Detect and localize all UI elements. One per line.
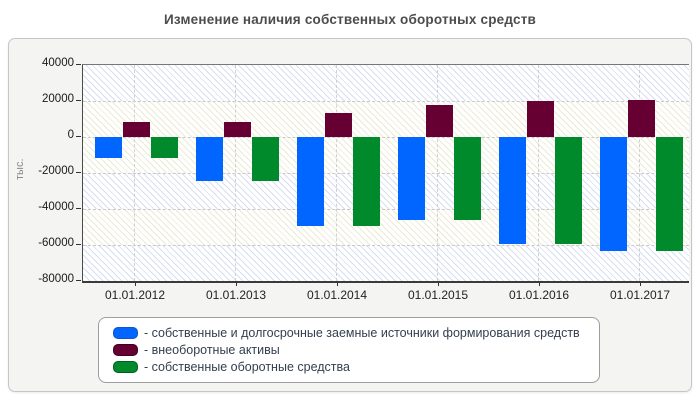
x-axis-tick bbox=[135, 282, 136, 286]
legend-swatch-blue bbox=[113, 326, 138, 339]
plot-band bbox=[83, 101, 689, 137]
plot-area bbox=[82, 64, 689, 283]
bar-sources-01.01.2013 bbox=[195, 137, 223, 182]
chart-panel: тыс. 40000 20000 0 -20000 -40000 -60000 -80000… bbox=[8, 38, 692, 392]
plot-band bbox=[83, 65, 689, 101]
bar-own-working-capital-01.01.2015 bbox=[453, 137, 481, 220]
bar-own-working-capital-01.01.2016 bbox=[554, 137, 582, 244]
bar-sources-01.01.2016 bbox=[498, 137, 526, 244]
plot-band bbox=[83, 245, 689, 281]
x-axis-label: 01.01.2015 bbox=[407, 288, 469, 302]
x-axis-tick bbox=[438, 282, 439, 286]
bar-noncurrent-assets-01.01.2015 bbox=[425, 104, 453, 137]
x-axis-label: 01.01.2016 bbox=[508, 288, 570, 302]
y-axis-tick bbox=[76, 135, 81, 137]
bar-sources-01.01.2014 bbox=[296, 137, 324, 226]
legend-item-own-working-capital: - собственные оборотные средства bbox=[113, 358, 599, 375]
gridline-v bbox=[537, 65, 539, 281]
gridline-h bbox=[83, 209, 689, 210]
gridline-v bbox=[234, 65, 236, 281]
y-axis-label: 40000 bbox=[42, 57, 74, 69]
legend-item-noncurrent-assets: - внеоборотные активы bbox=[113, 341, 599, 358]
legend-swatch-maroon bbox=[113, 343, 138, 356]
y-axis-label: 0 bbox=[67, 129, 74, 141]
plot-band bbox=[83, 137, 689, 173]
x-axis-tick bbox=[337, 282, 338, 286]
y-axis-tick bbox=[76, 207, 81, 209]
gridline-v bbox=[335, 65, 337, 281]
y-axis-tick bbox=[76, 279, 81, 281]
plot-band bbox=[83, 209, 689, 245]
legend-swatch-green bbox=[113, 360, 138, 373]
x-axis-tick bbox=[640, 282, 641, 286]
bar-noncurrent-assets-01.01.2017 bbox=[627, 100, 655, 137]
legend-label: - собственные и долгосрочные заемные ист… bbox=[144, 325, 580, 340]
legend: - собственные и долгосрочные заемные ист… bbox=[98, 317, 600, 383]
x-axis-label: 01.01.2014 bbox=[306, 288, 368, 302]
y-axis-tick bbox=[76, 171, 81, 173]
gridline-h bbox=[83, 137, 689, 138]
bar-noncurrent-assets-01.01.2013 bbox=[223, 122, 251, 137]
legend-label: - внеоборотные активы bbox=[144, 342, 280, 357]
x-axis-label: 01.01.2017 bbox=[609, 288, 671, 302]
legend-item-sources: - собственные и долгосрочные заемные ист… bbox=[113, 324, 599, 341]
x-axis-tick bbox=[236, 282, 237, 286]
x-axis-label: 01.01.2012 bbox=[104, 288, 166, 302]
bar-own-working-capital-01.01.2012 bbox=[150, 137, 178, 158]
bar-sources-01.01.2017 bbox=[599, 137, 627, 251]
gridline-h bbox=[83, 101, 689, 102]
x-axis-label: 01.01.2013 bbox=[205, 288, 267, 302]
chart-title: Изменение наличия собственных оборотных … bbox=[163, 12, 537, 27]
gridline-h bbox=[83, 173, 689, 174]
gridline-v bbox=[436, 65, 438, 281]
x-axis-tick bbox=[539, 282, 540, 286]
bar-own-working-capital-01.01.2013 bbox=[251, 137, 279, 182]
bar-noncurrent-assets-01.01.2012 bbox=[122, 122, 150, 137]
y-axis-tick bbox=[76, 243, 81, 245]
bar-sources-01.01.2015 bbox=[397, 137, 425, 220]
y-axis-tick bbox=[76, 99, 81, 101]
y-axis-label: -60000 bbox=[38, 237, 74, 249]
gridline-h bbox=[83, 245, 689, 246]
gridline-v bbox=[133, 65, 135, 281]
bar-own-working-capital-01.01.2017 bbox=[655, 137, 683, 251]
bar-sources-01.01.2012 bbox=[94, 137, 122, 158]
bar-own-working-capital-01.01.2014 bbox=[352, 137, 380, 226]
bar-noncurrent-assets-01.01.2014 bbox=[324, 113, 352, 137]
gridline-v bbox=[638, 65, 640, 281]
y-axis-label: 20000 bbox=[42, 93, 74, 105]
y-axis-label: -80000 bbox=[38, 273, 74, 285]
plot-band bbox=[83, 173, 689, 209]
y-axis-label: -40000 bbox=[38, 201, 74, 213]
bar-noncurrent-assets-01.01.2016 bbox=[526, 101, 554, 137]
y-axis-tick bbox=[76, 63, 81, 65]
y-axis-label: -20000 bbox=[38, 165, 74, 177]
legend-label: - собственные оборотные средства bbox=[144, 359, 350, 374]
